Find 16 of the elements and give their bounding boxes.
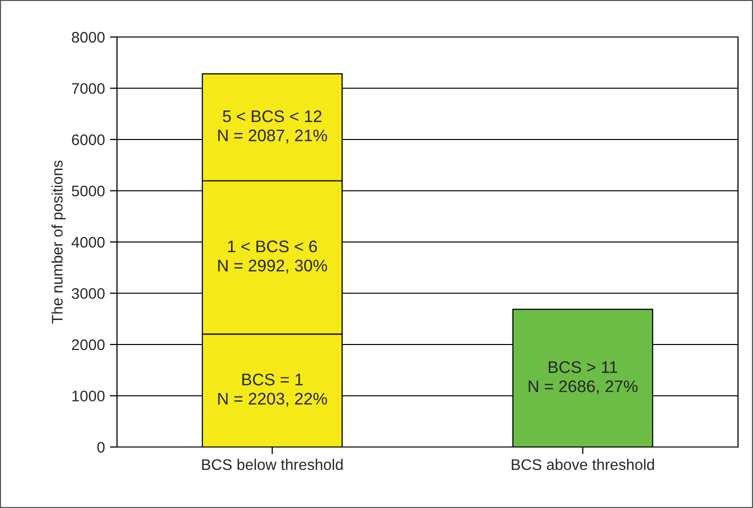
y-tick-label: 3000 [72, 288, 105, 299]
y-axis-title: The number of positions [51, 160, 66, 324]
y-tick-label: 8000 [72, 32, 105, 43]
y-tick-label: 0 [97, 442, 105, 453]
y-tick-label: 6000 [72, 134, 105, 146]
annotation: 1 < BCS < 6 N = 2992, 30% [218, 240, 328, 274]
annotation: BCS = 1 N = 2203, 22% [218, 374, 328, 407]
y-tick-label: 5000 [72, 186, 105, 196]
y-tick-label: 7000 [72, 83, 105, 94]
y-tick-label: 4000 [72, 236, 105, 248]
annotation: 5 < BCS < 12 N = 2087, 21% [218, 110, 328, 144]
x-tick-label: BCS above threshold [512, 458, 654, 470]
y-tick-label: 2000 [72, 339, 105, 350]
annotation: BCS > 11 N = 2686, 27% [528, 361, 638, 394]
y-tick-label: 1000 [72, 390, 105, 402]
x-tick-label: BCS below threshold [202, 458, 343, 470]
